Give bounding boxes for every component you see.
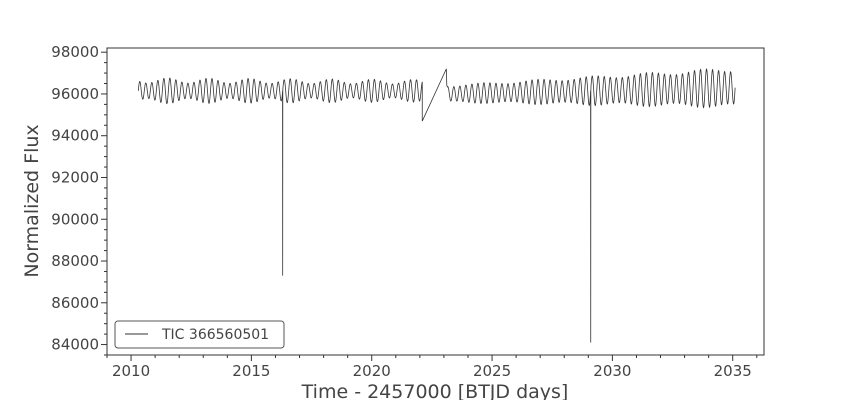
x-axis: 2010 2015 2020 2025 2030 2035 xyxy=(106,355,758,380)
legend-box xyxy=(114,320,285,349)
y-tick-label: 96000 xyxy=(51,85,99,103)
y-tick-label: 98000 xyxy=(51,43,99,61)
y-tick-label: 94000 xyxy=(51,127,99,145)
x-tick-label: 2015 xyxy=(232,362,270,380)
y-tick-label: 84000 xyxy=(51,336,99,354)
x-tick-label: 2025 xyxy=(473,362,511,380)
y-tick-label: 92000 xyxy=(51,168,99,186)
plot-area xyxy=(106,47,765,356)
y-axis: 84000 86000 88000 90000 92000 94000 96000 98000 xyxy=(51,43,107,356)
x-tick-label: 2035 xyxy=(714,362,752,380)
y-tick-label: 88000 xyxy=(51,252,99,270)
series-line-tic-366560501 xyxy=(137,68,736,343)
x-tick-label: 2010 xyxy=(112,362,150,380)
x-tick-label: 2020 xyxy=(353,362,391,380)
legend: TIC 366560501 xyxy=(114,320,285,349)
y-tick-label: 86000 xyxy=(51,294,99,312)
series-layer xyxy=(137,68,736,343)
x-axis-label: Time - 2457000 [BTJD days] xyxy=(301,381,569,400)
y-axis-label: Normalized Flux xyxy=(21,124,43,277)
y-tick-label: 90000 xyxy=(51,210,99,228)
legend-label: TIC 366560501 xyxy=(161,327,269,343)
x-tick-label: 2030 xyxy=(593,362,631,380)
